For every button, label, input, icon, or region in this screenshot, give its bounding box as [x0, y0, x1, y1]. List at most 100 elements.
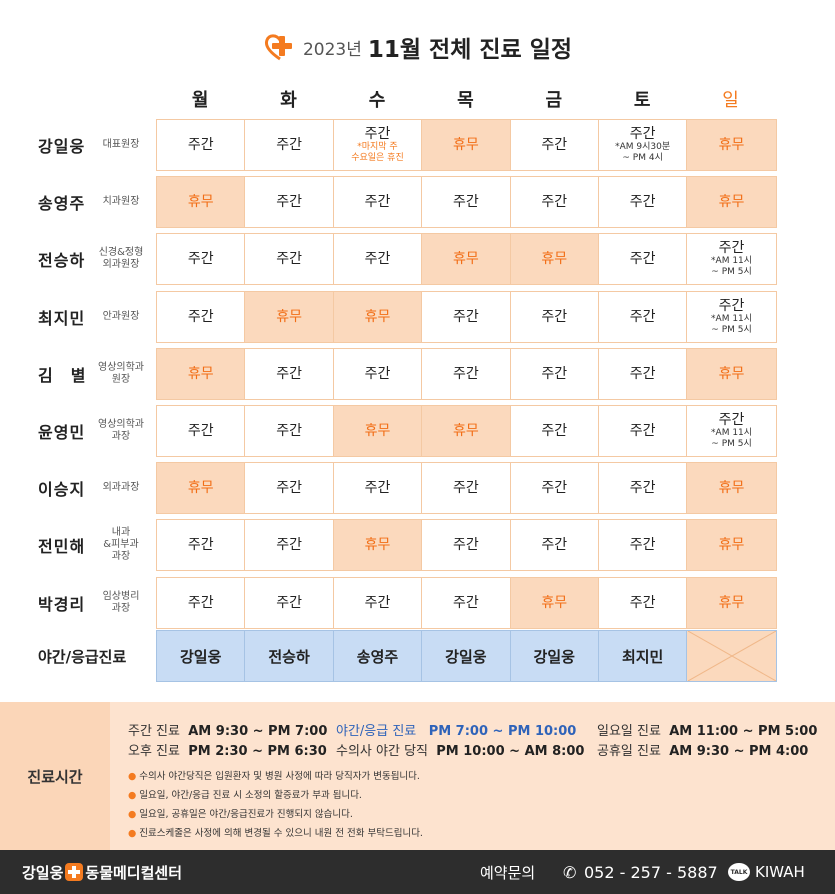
schedule-cell-day: 주간: [334, 177, 423, 228]
doctor-name: 최지민: [38, 308, 86, 328]
schedule-cell-day: 주간: [511, 520, 599, 571]
schedule-cell-day: 주간: [157, 520, 246, 571]
cell-status: 주간: [629, 126, 656, 142]
day-sat: 토: [633, 90, 651, 111]
schedule-cells: 주간 주간 주간 휴무 휴무 주간 주간 *AM 11시 ~ PM 5시: [156, 233, 777, 286]
schedule-cell-day: 주간: [599, 291, 688, 342]
brand-name-left: 강일웅: [22, 863, 64, 882]
day-thu: 목: [457, 90, 474, 111]
kakao-id[interactable]: KIWAH: [755, 863, 805, 881]
night-cell-wed: 송영주: [333, 631, 423, 681]
doctor-role: 신경&정형 외과원장: [98, 247, 144, 271]
vet-night-time: PM 10:00 ~ AM 8:00: [436, 744, 585, 759]
schedule-cell-off: 휴무: [333, 406, 423, 456]
cell-status: 휴무: [187, 480, 214, 497]
doctor-name: 김 별: [38, 365, 87, 385]
note-text: 일요일, 공휴일은 야간/응급진료가 진행되지 않습니다.: [139, 809, 353, 820]
hours-section: 진료시간 주간 진료 AM 9:30 ~ PM 7:00 오후 진료 PM 2:…: [0, 702, 835, 850]
brand-logo: 강일웅 동물메디컬센터: [22, 862, 182, 883]
schedule-cell-day: 주간: [599, 234, 688, 285]
cell-status: 주간: [187, 251, 214, 268]
schedule-cell-day: 주간: [334, 234, 423, 285]
doctor-info: 윤영민 영상의학과 과장: [0, 419, 156, 443]
schedule-cell-day: 주간: [157, 406, 246, 456]
reservation-label: 예약문의: [480, 863, 536, 882]
night-label: 야간/응급진료: [38, 647, 127, 666]
hours-body: 주간 진료 AM 9:30 ~ PM 7:00 오후 진료 PM 2:30 ~ …: [110, 702, 835, 850]
bullet-icon: ●: [128, 828, 137, 839]
schedule-cell-off: 휴무: [687, 177, 776, 228]
doctor-role: 안과원장: [102, 310, 140, 322]
cell-status: 주간: [364, 194, 391, 211]
cell-status: 휴무: [718, 137, 745, 153]
cell-status: 주간: [276, 594, 302, 611]
cell-status: 주간: [541, 423, 568, 439]
weekday-header: 월 화 수 목 금 토 일: [156, 86, 775, 112]
cell-status: 주간: [541, 365, 568, 382]
holiday-hours: 공휴일 진료 AM 9:30 ~ PM 4:00: [597, 740, 808, 759]
schedule-cell-day: 주간: [599, 463, 688, 514]
day-sun: 일: [722, 90, 739, 111]
doctor-info: 최지민 안과원장: [0, 305, 156, 329]
schedule-cells: 주간 주간 휴무 주간 주간 주간 휴무: [156, 519, 777, 572]
cell-note: *AM 9시30분 ~ PM 4시: [615, 142, 671, 163]
doctor-name: 박경리: [38, 594, 86, 614]
cell-status: 주간: [364, 126, 391, 142]
schedule-cell-day: 주간: [157, 291, 246, 342]
title-year: 2023년: [302, 39, 362, 60]
cell-status: 휴무: [452, 251, 479, 268]
schedule-cell-day: 주간: [599, 520, 688, 571]
schedule-cell-day: 주간 *AM 11시 ~ PM 5시: [687, 406, 775, 456]
brand-name-right: 동물메디컬센터: [85, 863, 183, 882]
schedule-cells: 휴무 주간 주간 주간 주간 주간 휴무: [156, 347, 777, 400]
schedule-cell-off: 휴무: [157, 463, 246, 514]
doctor-info: 박경리 임상병리 과장: [0, 591, 156, 615]
bullet-icon: ●: [128, 771, 137, 782]
schedule-cell-day: 주간: [511, 120, 599, 170]
schedule-cell-off: 휴무: [245, 291, 334, 342]
schedule-cell-day: 주간 *마지막 주 수요일은 휴진: [334, 120, 423, 170]
schedule-cell-day: 주간: [245, 120, 334, 170]
sunday-hours: 일요일 진료 AM 11:00 ~ PM 5:00: [597, 720, 817, 739]
cell-status: 주간: [452, 365, 479, 382]
day-wed: 수: [368, 90, 386, 111]
schedule-cell-day: 주간: [245, 463, 334, 514]
phone-icon: ✆: [563, 862, 577, 882]
schedule-cell-off: 휴무: [157, 348, 246, 399]
page-title-area: 2023년 11월 전체 진료 일정: [0, 30, 835, 70]
schedule-cell-day: 주간: [511, 348, 599, 399]
cell-status: 주간: [276, 137, 302, 153]
schedule-cell-day: 주간: [599, 348, 688, 399]
holiday-hours-time: AM 9:30 ~ PM 4:00: [669, 744, 809, 759]
doctor-row: 박경리 임상병리 과장 주간 주간 주간 주간 휴무 주간 휴무: [0, 576, 835, 629]
night-emergency-row: 야간/응급진료 강일웅 전승하 송영주 강일웅 강일웅 최지민: [0, 630, 835, 682]
schedule-cell-day: 주간: [511, 291, 599, 342]
schedule-cell-off: 휴무: [333, 520, 423, 571]
doctor-row: 전민해 내과 &피부과 과장 주간 주간 휴무 주간 주간 주간 휴무: [0, 519, 835, 572]
page-title: 11월 전체 진료 일정: [367, 37, 573, 63]
note-text: 일요일, 야간/응급 진료 시 소정의 할증료가 부과 됩니다.: [139, 790, 362, 801]
cell-status: 주간: [629, 423, 656, 439]
night-cells: 강일웅 전승하 송영주 강일웅 강일웅 최지민: [156, 630, 777, 682]
cell-note: *AM 11시 ~ PM 5시: [711, 428, 753, 449]
cell-status: 주간: [629, 365, 656, 382]
schedule-cell-day: 주간: [245, 577, 334, 628]
sunday-hours-time: AM 11:00 ~ PM 5:00: [669, 724, 818, 739]
schedule-cell-day: 주간: [245, 177, 334, 228]
cell-status: 휴무: [718, 365, 745, 382]
kakao-talk-icon[interactable]: TALK: [728, 863, 750, 881]
schedule-cell-off: 휴무: [157, 177, 246, 228]
cell-status: 주간: [276, 537, 302, 554]
schedule-cell-off: 휴무: [687, 348, 776, 399]
phone-number[interactable]: 052 - 257 - 5887: [584, 862, 718, 882]
schedule-cell-off: 휴무: [422, 406, 511, 456]
cross-out-icon: [687, 631, 776, 681]
cell-status: 휴무: [718, 194, 745, 211]
cell-status: 주간: [276, 423, 302, 439]
hours-label: 진료시간: [0, 702, 110, 850]
cell-status: 휴무: [187, 194, 214, 211]
doctor-name: 송영주: [38, 194, 86, 214]
day-hours-label: 주간 진료: [128, 724, 180, 739]
cell-status: 주간: [452, 194, 479, 211]
cell-status: 주간: [364, 251, 391, 268]
